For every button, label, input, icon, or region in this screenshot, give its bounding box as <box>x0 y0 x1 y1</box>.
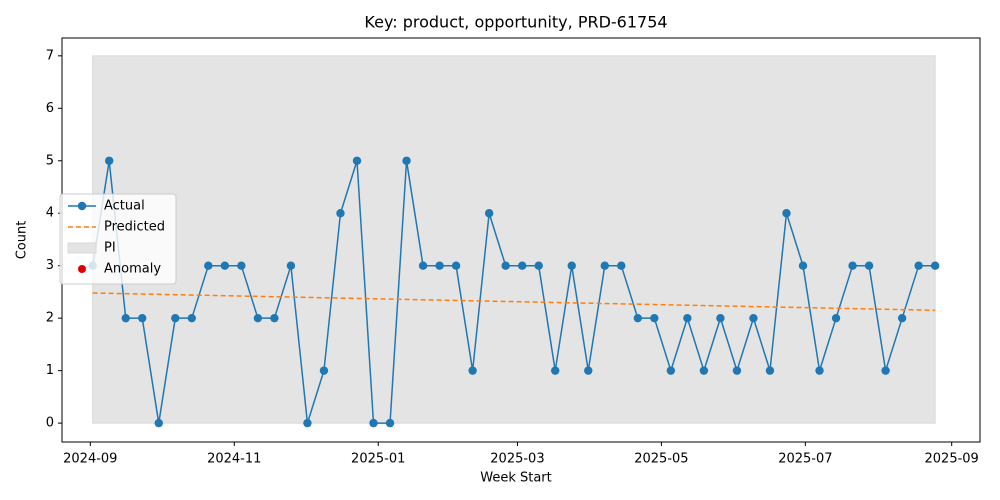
data-point <box>468 366 477 375</box>
data-point <box>220 261 230 270</box>
data-point <box>600 261 609 270</box>
data-point <box>104 156 114 165</box>
data-point <box>551 366 560 375</box>
x-tick-label: 2025-01 <box>351 452 405 467</box>
legend-box <box>59 193 177 285</box>
data-point <box>749 313 758 323</box>
data-point <box>253 313 263 323</box>
data-point <box>451 261 461 270</box>
legend-label: PI <box>104 241 116 256</box>
data-point <box>699 366 709 375</box>
data-point <box>534 261 543 270</box>
data-point <box>286 261 296 270</box>
legend-swatch <box>77 201 87 211</box>
data-point <box>237 261 246 270</box>
y-tick-label: 3 <box>46 258 54 273</box>
data-point <box>716 313 725 323</box>
data-point <box>204 261 213 270</box>
legend-label: Predicted <box>104 220 165 235</box>
y-tick-label: 5 <box>46 153 54 168</box>
data-point <box>319 366 329 375</box>
data-point <box>418 261 428 270</box>
series-line <box>91 160 936 424</box>
data-point <box>484 209 494 218</box>
data-point <box>385 418 395 428</box>
chart-title: Key: product, opportunity, PRD-61754 <box>364 13 667 32</box>
data-point <box>914 261 923 270</box>
data-point <box>782 209 791 218</box>
data-point <box>187 313 196 323</box>
x-tick-label: 2025-05 <box>634 452 688 467</box>
data-point <box>584 366 593 375</box>
data-point <box>138 313 147 323</box>
y-tick-label: 2 <box>46 311 54 326</box>
data-point <box>517 261 527 270</box>
data-point <box>303 418 312 428</box>
data-point <box>815 366 824 375</box>
data-point <box>336 209 345 218</box>
data-point <box>732 366 742 375</box>
x-tick-label: 2025-07 <box>778 452 832 467</box>
series-line <box>92 292 936 312</box>
data-point <box>831 313 841 323</box>
data-point <box>154 418 163 428</box>
y-axis-label: Count <box>15 221 30 260</box>
data-point <box>270 313 279 323</box>
y-tick-label: 1 <box>46 363 54 378</box>
y-tick-label: 6 <box>46 101 54 116</box>
legend-label: Actual <box>104 199 145 214</box>
data-point <box>848 261 857 270</box>
x-tick-label: 2025-09 <box>925 452 979 467</box>
data-point <box>864 261 874 270</box>
data-point <box>633 313 643 323</box>
y-tick-label: 7 <box>46 48 54 63</box>
data-point <box>798 261 808 270</box>
data-point <box>930 261 940 270</box>
data-point <box>683 313 692 323</box>
data-point <box>435 261 444 270</box>
x-tick-label: 2025-03 <box>490 452 544 467</box>
legend-swatch <box>67 242 97 254</box>
x-tick-label: 2024-09 <box>63 452 117 467</box>
legend-label: Anomaly <box>104 262 161 277</box>
y-tick-label: 4 <box>46 206 54 221</box>
data-point <box>369 418 378 428</box>
data-point <box>666 366 676 375</box>
data-point <box>650 313 659 323</box>
data-point <box>402 156 411 165</box>
data-point <box>897 313 907 323</box>
x-axis-label: Week Start <box>480 471 552 486</box>
data-point <box>501 261 510 270</box>
data-point <box>121 313 130 323</box>
data-point <box>352 156 362 165</box>
data-point <box>881 366 890 375</box>
legend-swatch <box>78 265 86 273</box>
data-point <box>171 313 180 323</box>
y-tick-label: 0 <box>46 416 54 431</box>
prediction-interval <box>92 55 936 424</box>
x-tick-label: 2024-11 <box>207 452 261 467</box>
data-point <box>765 366 775 375</box>
data-point <box>617 261 626 270</box>
data-point <box>567 261 576 270</box>
